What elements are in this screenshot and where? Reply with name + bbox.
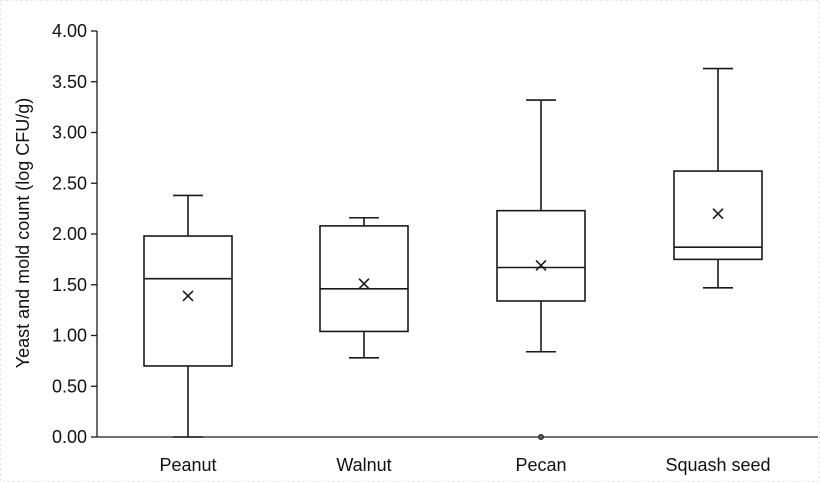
y-tick-label: 1.50 — [52, 275, 87, 295]
box-squash-seed — [673, 67, 763, 289]
y-axis-title: Yeast and mold count (log CFU/g) — [13, 98, 33, 368]
x-axis: Peanut Walnut Pecan Squash seed — [97, 436, 818, 475]
y-tick-label: 2.00 — [52, 224, 87, 244]
x-tick-label: Pecan — [515, 455, 566, 475]
box-walnut — [319, 216, 409, 359]
y-tick-label: 2.50 — [52, 173, 87, 193]
mean-marker — [535, 259, 547, 272]
x-tick-label: Walnut — [336, 455, 391, 475]
box-pecan — [496, 99, 586, 440]
mean-marker — [712, 208, 724, 220]
y-tick-label: 3.00 — [52, 123, 87, 143]
box-iqr — [496, 209, 586, 302]
y-tick-label: 3.50 — [52, 72, 87, 92]
y-tick-label: 4.00 — [52, 21, 87, 41]
y-tick-label: 0.50 — [52, 376, 87, 396]
outlier-point — [538, 433, 545, 440]
x-tick-label: Peanut — [159, 455, 216, 475]
box-iqr — [319, 225, 409, 333]
boxes — [143, 67, 763, 440]
mean-marker — [358, 278, 370, 290]
box-iqr — [143, 235, 233, 367]
mean-marker — [182, 290, 194, 302]
y-tick-label: 0.00 — [52, 427, 87, 447]
y-axis: 0.00 0.50 1.00 1.50 2.00 2.50 3.00 3.50 4.00 — [52, 21, 98, 447]
box-iqr — [673, 170, 763, 261]
x-tick-label: Squash seed — [665, 455, 770, 475]
y-tick-label: 1.00 — [52, 326, 87, 346]
box-peanut — [143, 194, 233, 438]
